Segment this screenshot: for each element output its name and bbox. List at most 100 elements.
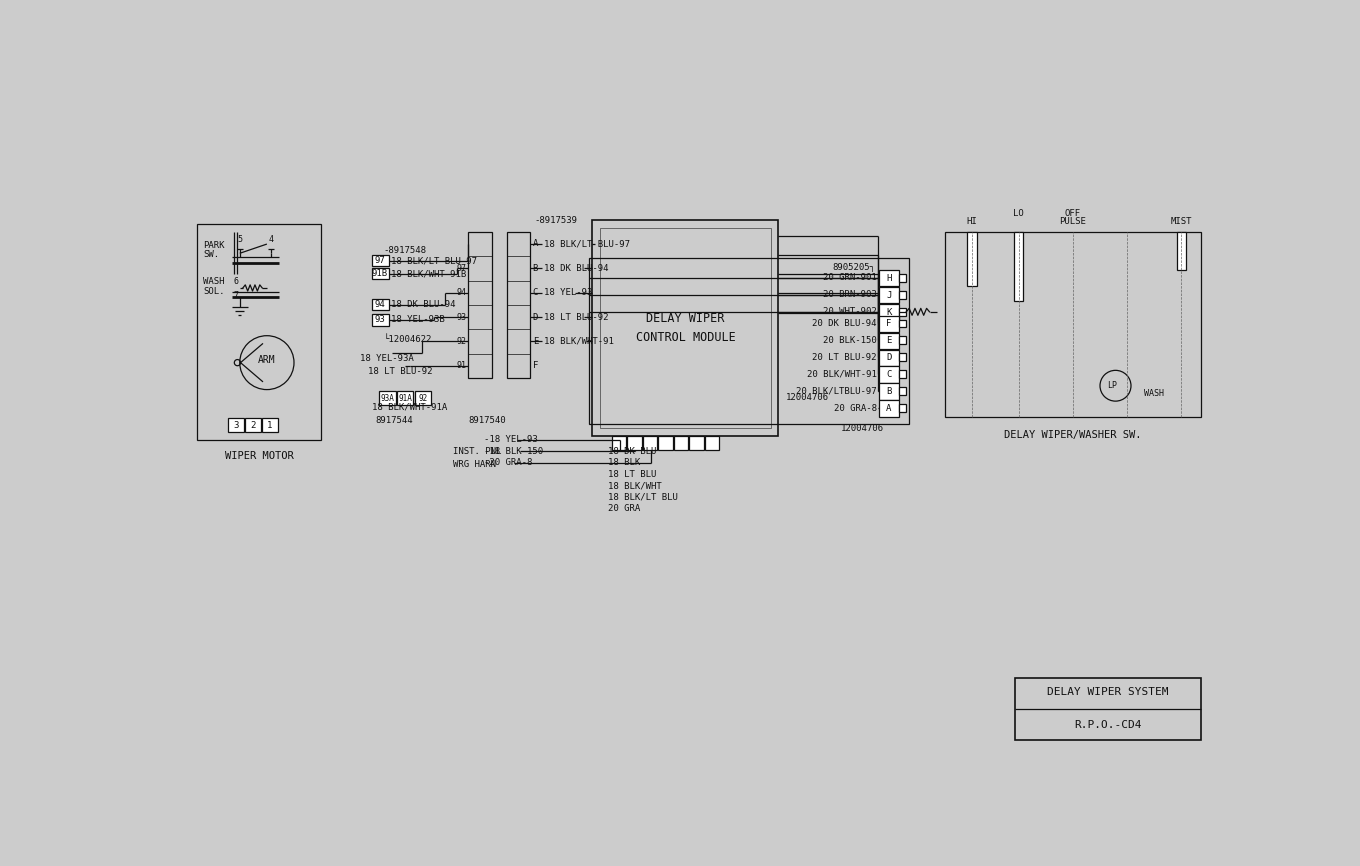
FancyBboxPatch shape <box>967 232 976 286</box>
Text: 6: 6 <box>234 277 238 287</box>
FancyBboxPatch shape <box>371 314 389 326</box>
Text: E: E <box>887 336 892 346</box>
Text: 18 YEL-93B: 18 YEL-93B <box>390 315 445 325</box>
Text: F: F <box>887 320 892 328</box>
Text: 18 BLK/WHT-91B: 18 BLK/WHT-91B <box>390 269 466 278</box>
Text: C: C <box>887 370 892 379</box>
Text: E: E <box>533 337 539 346</box>
Text: 20 LT BLU-92: 20 LT BLU-92 <box>812 352 877 362</box>
Text: 93: 93 <box>456 313 466 321</box>
Text: PULSE: PULSE <box>1059 216 1087 225</box>
Text: WRG HARN: WRG HARN <box>453 460 496 469</box>
Text: 20 WHT-902: 20 WHT-902 <box>823 307 877 316</box>
Text: 18 LT BLU: 18 LT BLU <box>608 469 657 479</box>
Text: K: K <box>887 307 892 317</box>
Text: 18 BLK/WHT-91A: 18 BLK/WHT-91A <box>371 403 446 412</box>
FancyBboxPatch shape <box>899 275 906 281</box>
Text: 92: 92 <box>419 393 427 403</box>
FancyBboxPatch shape <box>879 304 899 320</box>
Text: -20 GRA-8: -20 GRA-8 <box>484 458 532 468</box>
FancyBboxPatch shape <box>899 337 906 344</box>
Text: 91: 91 <box>456 361 466 371</box>
Text: D: D <box>887 353 892 362</box>
Text: MIST: MIST <box>1171 216 1193 225</box>
FancyBboxPatch shape <box>415 391 431 405</box>
FancyBboxPatch shape <box>397 391 413 405</box>
Text: A: A <box>887 404 892 413</box>
Text: LO: LO <box>1013 209 1024 218</box>
Text: 5: 5 <box>237 235 242 244</box>
Text: HI: HI <box>967 216 978 225</box>
FancyBboxPatch shape <box>371 268 389 280</box>
Text: 20 DK BLU-94: 20 DK BLU-94 <box>812 319 877 328</box>
Text: 8905205┐: 8905205┐ <box>832 262 876 271</box>
FancyBboxPatch shape <box>379 391 396 405</box>
Text: 92: 92 <box>456 337 466 346</box>
Text: 18 BLK/LT BLU-97: 18 BLK/LT BLU-97 <box>544 239 630 249</box>
Text: WASH: WASH <box>1144 389 1164 398</box>
Text: 18 LT BLU-92: 18 LT BLU-92 <box>367 367 432 377</box>
Text: 20 BLK/WHT-91: 20 BLK/WHT-91 <box>806 370 877 378</box>
Text: -18 YEL-93: -18 YEL-93 <box>484 435 537 444</box>
Text: 97: 97 <box>456 264 466 273</box>
Text: CONTROL MODULE: CONTROL MODULE <box>635 331 736 344</box>
Text: 20 BLK/LTBLU-97: 20 BLK/LTBLU-97 <box>796 386 877 396</box>
FancyBboxPatch shape <box>371 255 389 267</box>
FancyBboxPatch shape <box>1176 232 1186 270</box>
Text: 12004706: 12004706 <box>840 423 884 433</box>
FancyBboxPatch shape <box>879 366 899 383</box>
Text: 93: 93 <box>374 315 385 325</box>
FancyBboxPatch shape <box>643 436 657 449</box>
Text: A: A <box>533 239 539 249</box>
Text: PARK: PARK <box>204 241 224 250</box>
Text: DELAY WIPER: DELAY WIPER <box>646 313 725 326</box>
FancyBboxPatch shape <box>245 418 261 432</box>
FancyBboxPatch shape <box>262 418 277 432</box>
FancyBboxPatch shape <box>612 436 626 449</box>
FancyBboxPatch shape <box>879 288 899 303</box>
FancyBboxPatch shape <box>899 291 906 299</box>
Text: SW.: SW. <box>204 250 219 259</box>
Text: D: D <box>533 313 539 321</box>
Text: 7: 7 <box>234 291 238 301</box>
Text: -8917548: -8917548 <box>384 247 426 255</box>
Text: └12004622: └12004622 <box>384 335 431 344</box>
Text: INST. PNL: INST. PNL <box>453 447 502 456</box>
FancyBboxPatch shape <box>879 333 899 349</box>
FancyBboxPatch shape <box>1015 232 1023 301</box>
FancyBboxPatch shape <box>704 436 719 449</box>
Text: 1: 1 <box>268 421 272 430</box>
Text: 94: 94 <box>456 288 466 297</box>
Text: 91A: 91A <box>398 393 412 403</box>
Text: 20 GRA: 20 GRA <box>608 504 641 514</box>
Text: -8917539: -8917539 <box>534 216 577 224</box>
Text: DELAY WIPER SYSTEM: DELAY WIPER SYSTEM <box>1047 687 1168 697</box>
Text: 18 LT BLU-92: 18 LT BLU-92 <box>544 313 609 321</box>
Text: WASH: WASH <box>204 277 224 287</box>
Text: 20 GRA-8: 20 GRA-8 <box>834 404 877 412</box>
Text: 91B: 91B <box>373 269 388 278</box>
Text: B: B <box>887 387 892 396</box>
FancyBboxPatch shape <box>658 436 673 449</box>
Text: 18 DK BLU-94: 18 DK BLU-94 <box>544 264 609 273</box>
FancyBboxPatch shape <box>879 316 899 332</box>
Text: H: H <box>887 274 892 283</box>
FancyBboxPatch shape <box>879 270 899 287</box>
Text: 2: 2 <box>250 421 256 430</box>
Text: SOL.: SOL. <box>204 288 224 296</box>
FancyBboxPatch shape <box>371 299 389 310</box>
Text: 94: 94 <box>374 300 385 309</box>
Text: 93A: 93A <box>381 393 394 403</box>
Text: 8917540: 8917540 <box>468 416 506 425</box>
Text: C: C <box>533 288 539 297</box>
FancyBboxPatch shape <box>690 436 703 449</box>
FancyBboxPatch shape <box>899 320 906 327</box>
Text: 18 YEL-93A: 18 YEL-93A <box>360 354 413 364</box>
FancyBboxPatch shape <box>899 404 906 412</box>
Text: ARM: ARM <box>258 355 276 365</box>
Text: J: J <box>887 291 892 300</box>
Text: 18 DK BLU: 18 DK BLU <box>608 447 657 456</box>
Text: 18 BLK/LT BLU: 18 BLK/LT BLU <box>608 493 677 502</box>
FancyBboxPatch shape <box>879 384 899 399</box>
Text: 18 BLK/LT BLU-97: 18 BLK/LT BLU-97 <box>390 256 477 265</box>
